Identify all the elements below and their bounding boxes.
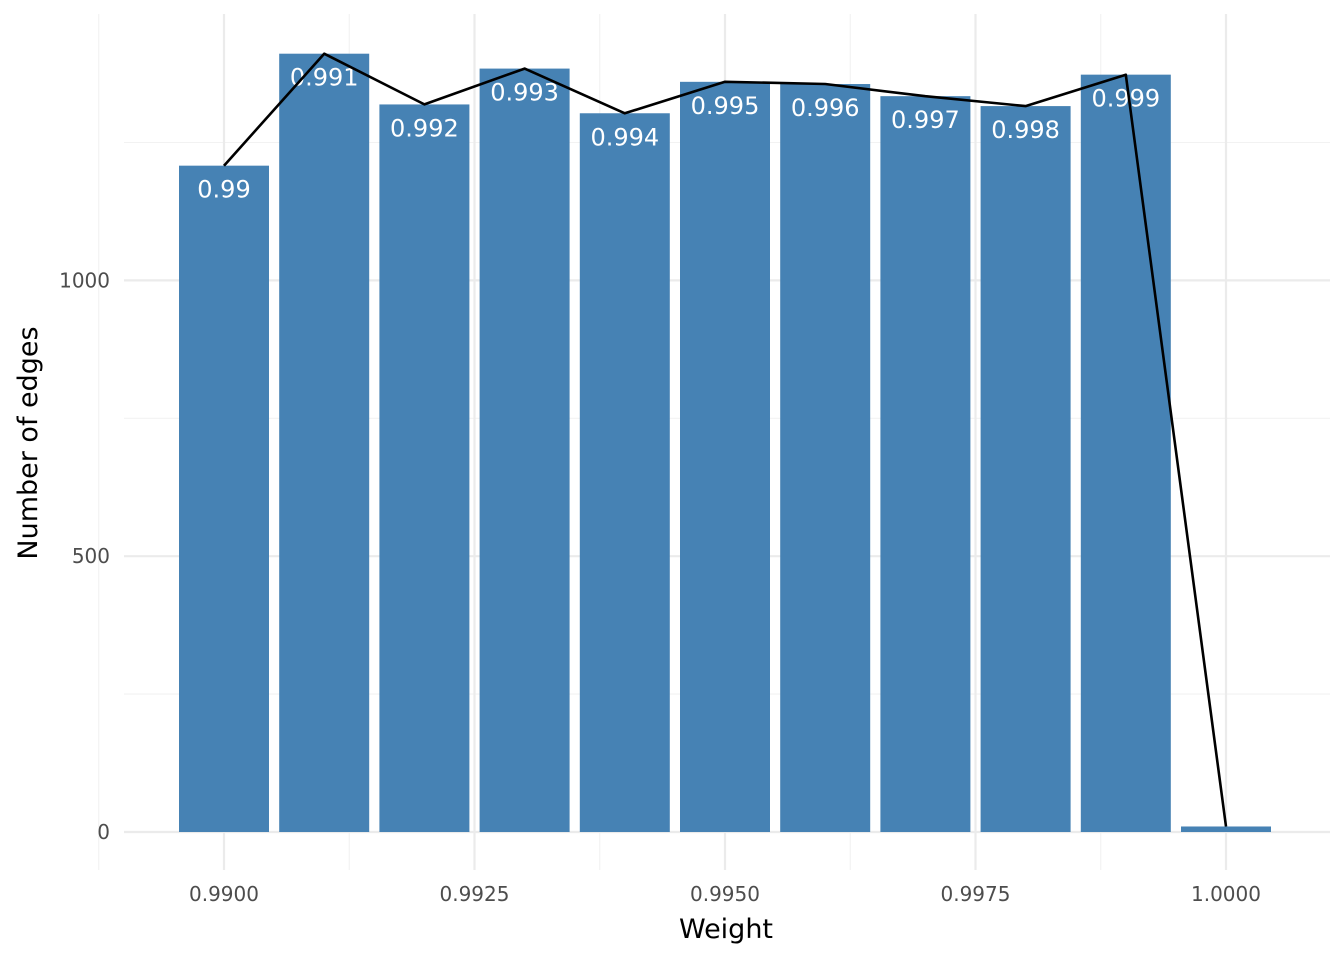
bar-7 — [880, 96, 971, 833]
trend-line — [223, 52, 1228, 827]
bar-4 — [579, 113, 670, 832]
bars — [179, 53, 1271, 833]
bar-10 — [1181, 826, 1271, 832]
bar-label-0: 0.99 — [197, 176, 250, 204]
x-tick-label-3: 0.9975 — [941, 882, 1011, 906]
y-tick-label-2: 1000 — [59, 268, 110, 292]
bar-label-9: 0.999 — [1091, 85, 1160, 113]
x-tick-label-0: 0.9900 — [189, 882, 259, 906]
bar-9 — [1080, 74, 1171, 832]
bar-label-5: 0.995 — [691, 92, 760, 120]
bar-label-4: 0.994 — [590, 123, 659, 151]
x-axis-ticks: 0.9900 0.9925 0.9950 0.9975 1.0000 — [189, 882, 1261, 906]
y-axis-title: Number of edges — [13, 326, 44, 559]
bar-2 — [379, 104, 470, 833]
trend-polyline — [223, 52, 1228, 827]
x-axis-title: Weight — [679, 914, 773, 945]
x-tick-label-1: 0.9925 — [440, 882, 510, 906]
bar-6 — [780, 84, 871, 833]
y-tick-label-1: 500 — [72, 544, 110, 568]
x-tick-label-2: 0.9950 — [690, 882, 760, 906]
bar-labels: 0.99 0.991 0.992 0.993 0.994 0.995 0.996 0.997 0… — [197, 64, 1160, 204]
bar-label-1: 0.991 — [290, 64, 359, 92]
bar-5 — [680, 81, 770, 833]
bar-label-8: 0.998 — [991, 116, 1060, 144]
bar-0 — [179, 165, 269, 832]
bar-label-2: 0.992 — [390, 114, 459, 142]
bar-8 — [980, 106, 1071, 832]
bar-1 — [279, 53, 370, 833]
bar-label-3: 0.993 — [490, 79, 559, 107]
y-tick-label-0: 0 — [97, 820, 110, 844]
y-axis-ticks: 0 500 1000 — [59, 268, 110, 844]
x-tick-label-4: 1.0000 — [1191, 882, 1261, 906]
bar-label-6: 0.996 — [791, 94, 860, 122]
bar-3 — [479, 68, 570, 833]
bar-label-7: 0.997 — [891, 106, 960, 134]
